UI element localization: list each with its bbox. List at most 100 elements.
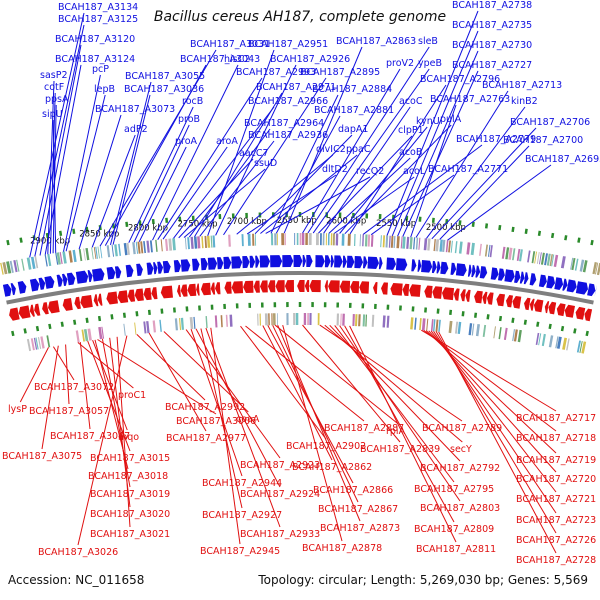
forward-gene-arrow xyxy=(153,262,158,275)
reverse-function-block xyxy=(317,313,320,326)
inner-tick-mark xyxy=(60,321,64,327)
inner-tick-mark xyxy=(85,317,89,323)
kbp-tick-label: 2850 kbp xyxy=(79,229,119,239)
forward-gene-arrow xyxy=(354,256,363,269)
reverse-function-block xyxy=(581,341,587,354)
forward-label-leader xyxy=(215,64,297,236)
forward-gene-arrow xyxy=(450,262,457,275)
forward-function-block xyxy=(95,246,98,259)
reverse-label-leader xyxy=(190,329,243,477)
forward-label-leader xyxy=(370,174,455,236)
forward-function-block xyxy=(299,233,302,245)
reverse-function-block xyxy=(179,318,182,331)
forward-gene-arrow xyxy=(587,283,596,297)
forward-label-leader xyxy=(254,134,353,235)
forward-gene-arrow xyxy=(87,270,93,283)
forward-gene-label: BCAH187_A2700 xyxy=(503,135,583,146)
outer-tick-mark xyxy=(125,221,129,227)
reverse-function-block xyxy=(382,315,386,328)
reverse-gene-label: BCAH187_A3019 xyxy=(90,489,170,500)
reverse-gene-label: BCAH187_A2878 xyxy=(302,543,382,554)
forward-gene-arrow xyxy=(417,259,422,272)
forward-function-block xyxy=(390,235,394,248)
forward-gene-arrow xyxy=(475,265,481,278)
reverse-function-block xyxy=(517,329,522,343)
color-tracks xyxy=(0,233,600,354)
forward-function-block xyxy=(165,238,169,251)
reverse-label-leader xyxy=(77,342,134,389)
inner-tick-mark xyxy=(48,323,52,330)
reverse-gene-arrow xyxy=(575,306,586,320)
reverse-function-block xyxy=(180,317,184,330)
reverse-function-block xyxy=(225,314,228,327)
reverse-label-leader xyxy=(200,328,243,509)
forward-gene-label: BCAH187_A2971 xyxy=(256,82,336,93)
reverse-gene-label: BCAH187_A2803 xyxy=(420,503,500,514)
reverse-gene-arrow xyxy=(243,280,254,293)
reverse-function-block xyxy=(336,313,339,326)
reverse-function-block xyxy=(433,319,436,332)
forward-label-leader xyxy=(152,64,239,241)
forward-label-leader xyxy=(302,68,401,234)
forward-gene-label: BCAH187_A2727 xyxy=(452,60,532,71)
reverse-gene-arrow xyxy=(215,282,221,295)
forward-function-block xyxy=(406,236,410,249)
forward-function-block xyxy=(489,245,493,258)
forward-gene-label: ssuD xyxy=(254,158,277,169)
forward-label-leader xyxy=(307,46,430,234)
reverse-gene-label: BCAH187_A2789 xyxy=(422,423,502,434)
forward-gene-label: kinB2 xyxy=(511,96,538,107)
reverse-gene-arrow xyxy=(460,289,466,302)
forward-gene-label: BCAH187_A2884 xyxy=(312,84,392,95)
forward-function-block xyxy=(308,233,312,245)
reverse-function-block xyxy=(33,337,38,350)
forward-gene-label: BCAH187_A3125 xyxy=(58,14,138,25)
forward-function-block xyxy=(546,253,551,266)
reverse-gene-arrow xyxy=(548,301,557,315)
forward-function-block xyxy=(56,252,61,265)
reverse-gene-arrow xyxy=(486,292,494,305)
reverse-function-block xyxy=(273,313,276,326)
forward-function-block xyxy=(445,240,449,253)
reverse-gene-arrow xyxy=(304,280,310,292)
reverse-function-block xyxy=(295,313,299,325)
inner-tick-mark xyxy=(511,317,515,323)
forward-gene-label: BCAH187_A2964 xyxy=(244,118,324,129)
forward-label-leader xyxy=(265,176,371,234)
reverse-function-block xyxy=(512,329,516,342)
reverse-function-block xyxy=(410,317,414,330)
reverse-gene-label: BCAH187_A2924 xyxy=(240,489,320,500)
forward-gene-arrow xyxy=(125,264,134,278)
reverse-gene-arrow xyxy=(48,300,60,314)
genome-title: Bacillus cereus AH187, complete genome xyxy=(153,9,447,25)
reverse-gene-arrow xyxy=(584,308,593,322)
forward-gene-label: BCAH187_A2895 xyxy=(300,67,380,78)
forward-function-block xyxy=(6,261,12,274)
forward-gene-label: clpP1 xyxy=(398,125,424,136)
outer-tick-mark xyxy=(577,237,581,243)
forward-gene-label: BCAH187_A2951 xyxy=(248,39,328,50)
reverse-function-block xyxy=(123,323,126,336)
forward-function-block xyxy=(553,254,559,267)
forward-label-leader xyxy=(318,135,413,234)
reverse-function-block xyxy=(538,333,542,346)
forward-function-block xyxy=(433,239,436,252)
forward-function-block xyxy=(335,233,339,246)
forward-label-leader xyxy=(104,64,207,246)
forward-function-block xyxy=(409,237,413,250)
reverse-function-block xyxy=(220,315,223,328)
reverse-gene-arrow xyxy=(134,288,144,302)
forward-function-block xyxy=(123,243,128,256)
forward-function-block xyxy=(570,257,574,270)
reverse-gene-arrow xyxy=(297,280,305,292)
forward-function-block xyxy=(241,234,244,247)
reverse-gene-arrow xyxy=(533,299,544,313)
reverse-function-block xyxy=(482,324,487,337)
reverse-gene-label: BCAH187_A2933 xyxy=(240,529,320,540)
forward-gene-arrow xyxy=(315,255,325,268)
forward-function-block xyxy=(281,233,285,246)
forward-gene-arrow xyxy=(421,260,433,273)
forward-label-leader xyxy=(410,104,457,238)
reverse-function-block xyxy=(214,315,218,328)
forward-gene-arrow xyxy=(324,255,331,268)
